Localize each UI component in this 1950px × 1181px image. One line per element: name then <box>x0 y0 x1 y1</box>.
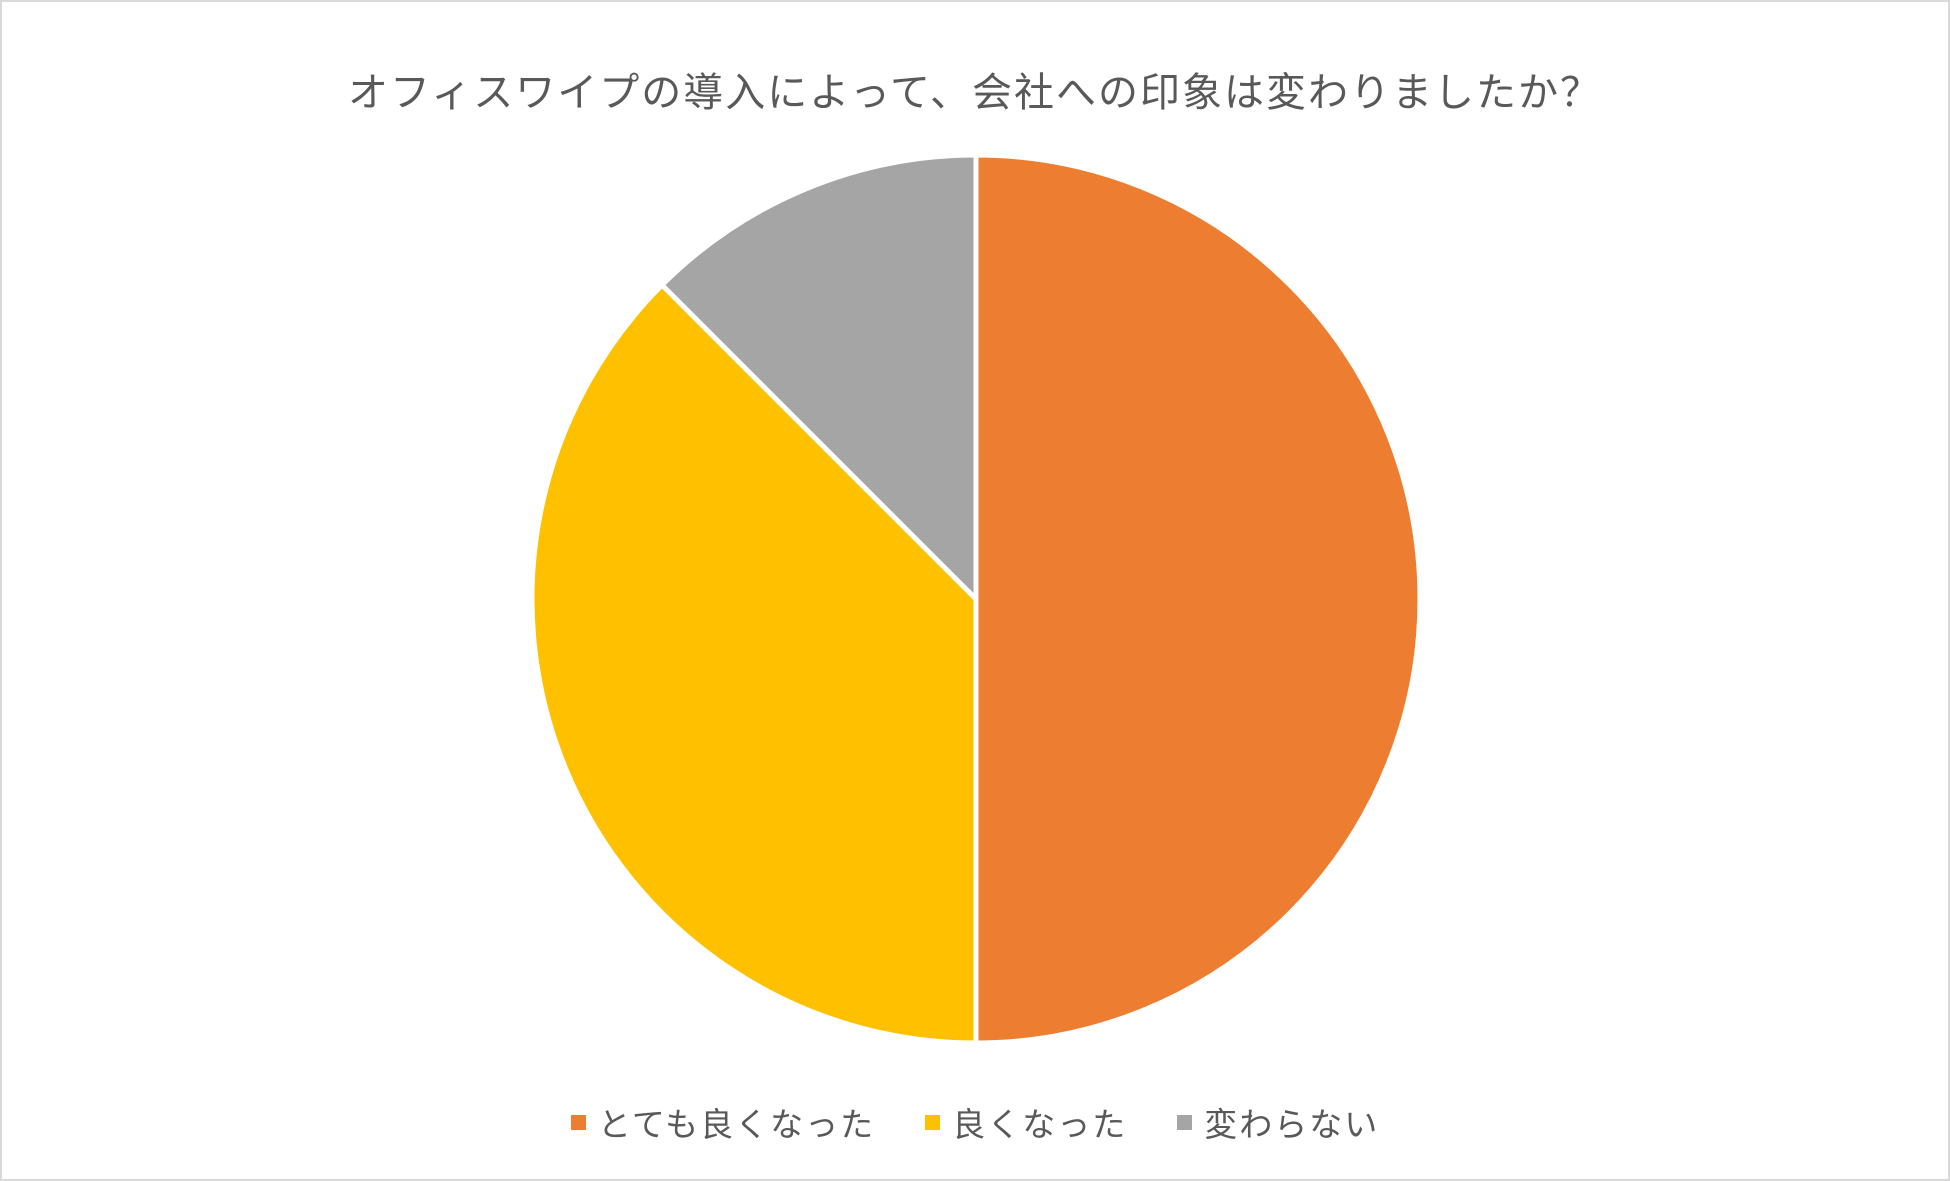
chart-title: オフィスワイプの導入によって、会社への印象は変わりましたか？ <box>348 70 1602 116</box>
pie-slice <box>529 282 979 1046</box>
legend-item: 良くなった <box>925 1098 1127 1146</box>
legend-label: とても良くなった <box>597 1105 876 1144</box>
legend-item: 変わらない <box>1177 1098 1379 1146</box>
legend-swatch <box>925 1114 941 1130</box>
legend-label: 良くなった <box>952 1105 1128 1144</box>
legend-swatch <box>1177 1114 1193 1130</box>
legend-label: 変わらない <box>1204 1105 1380 1144</box>
pie-slice <box>659 152 979 602</box>
legend-item: とても良くなった <box>570 1098 876 1146</box>
pie-slice <box>973 152 1423 1046</box>
legend: とても良くなった 良くなった 変わらない <box>2 1098 1948 1146</box>
legend-swatch <box>570 1114 586 1130</box>
